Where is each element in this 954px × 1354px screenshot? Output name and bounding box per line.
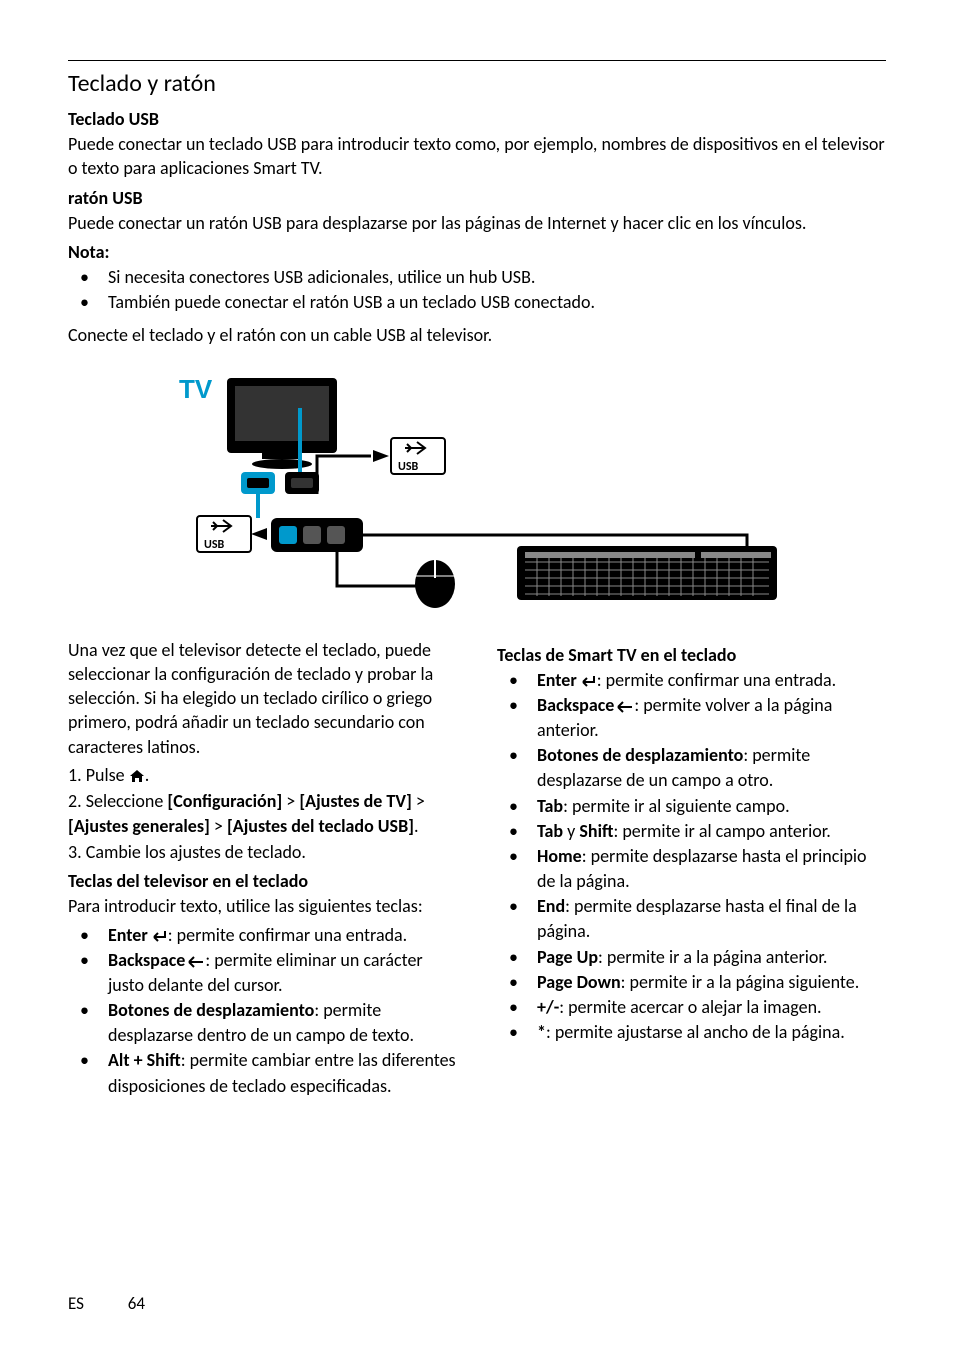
top-rule bbox=[68, 60, 886, 61]
step2-gt1: > bbox=[282, 790, 299, 812]
key-desc: : permite desplazarse hasta el final de … bbox=[537, 895, 857, 942]
enter-icon bbox=[577, 674, 597, 688]
key-desc: : permite ir al siguiente campo. bbox=[563, 795, 790, 817]
key-name: Page Up bbox=[537, 946, 598, 968]
key-item: Tab: permite ir al siguiente campo. bbox=[497, 794, 886, 819]
usb-hub-left: USB bbox=[197, 516, 251, 552]
step1-post: . bbox=[145, 764, 150, 786]
key-desc: : permite ir a la página siguiente. bbox=[621, 971, 860, 993]
keyboard-icon bbox=[517, 546, 777, 600]
key-name: Alt + Shift bbox=[108, 1049, 181, 1071]
arrow-left-icon bbox=[373, 450, 389, 462]
key-item: Backspace: permite volver a la página an… bbox=[497, 693, 886, 743]
tv-keys-intro: Para introducir texto, utilice las sigui… bbox=[68, 894, 457, 918]
step2-pre: 2. Seleccione bbox=[68, 790, 167, 812]
sub2-title: ratón USB bbox=[68, 187, 886, 209]
key-desc: : permite ajustarse al ancho de la págin… bbox=[546, 1021, 845, 1043]
key-desc: : permite confirmar una entrada. bbox=[168, 924, 407, 946]
step2-b4: [Ajustes del teclado USB] bbox=[227, 815, 414, 837]
key-item: Botones de desplazamiento: permite despl… bbox=[497, 743, 886, 793]
usb-label-top: USB bbox=[391, 438, 445, 474]
home-icon bbox=[129, 769, 145, 783]
connect-text: Conecte el teclado y el ratón con un cab… bbox=[68, 323, 886, 347]
nota-item: También puede conectar el ratón USB a un… bbox=[68, 290, 886, 315]
connection-diagram: TV USB USB bbox=[167, 368, 787, 608]
tv-keys-list: Enter: permite confirmar una entrada.Bac… bbox=[68, 923, 457, 1099]
svg-text:USB: USB bbox=[204, 538, 225, 552]
key-item: +/-: permite acercar o alejar la imagen. bbox=[497, 995, 886, 1020]
key-item: Page Up: permite ir a la página anterior… bbox=[497, 945, 886, 970]
right-column: Teclas de Smart TV en el teclado Enter : … bbox=[497, 638, 886, 1107]
footer-page: 64 bbox=[128, 1293, 145, 1314]
nota-list: Si necesita conectores USB adicionales, … bbox=[68, 265, 886, 315]
key-desc: : permite ir a la página anterior. bbox=[598, 946, 827, 968]
key-name: Tab bbox=[537, 820, 563, 842]
step2-gt3: > bbox=[210, 815, 227, 837]
key-desc: : permite desplazarse hasta el principio… bbox=[537, 845, 867, 892]
key-name: End bbox=[537, 895, 565, 917]
key-item: End: permite desplazarse hasta el final … bbox=[497, 894, 886, 944]
key-name: Botones de desplazamiento bbox=[108, 999, 314, 1021]
key-item: Botones de desplazamiento: permite despl… bbox=[68, 998, 457, 1048]
key-item: Home: permite desplazarse hasta el princ… bbox=[497, 844, 886, 894]
key-desc: : permite acercar o alejar la imagen. bbox=[559, 996, 821, 1018]
step2-b2: [Ajustes de TV] bbox=[299, 790, 412, 812]
st-keys-title: Teclas de Smart TV en el teclado bbox=[497, 644, 886, 666]
tv-label-icon: TV bbox=[179, 374, 213, 404]
key-item: *: permite ajustarse al ancho de la pági… bbox=[497, 1020, 886, 1045]
key-item: Page Down: permite ir a la página siguie… bbox=[497, 970, 886, 995]
back-arrow-icon bbox=[614, 701, 634, 713]
key-item: Enter : permite confirmar una entrada. bbox=[68, 923, 457, 948]
step2-b3: [Ajustes generales] bbox=[68, 815, 210, 837]
left-intro: Una vez que el televisor detecte el tecl… bbox=[68, 638, 457, 759]
sub1-text: Puede conectar un teclado USB para intro… bbox=[68, 132, 886, 181]
step2-gt2: > bbox=[412, 790, 425, 812]
section-title: Teclado y ratón bbox=[68, 69, 886, 98]
key-item: Alt + Shift: permite cambiar entre las d… bbox=[68, 1048, 457, 1098]
svg-text:USB: USB bbox=[398, 460, 419, 474]
nota-title: Nota: bbox=[68, 241, 886, 263]
sub1-title: Teclado USB bbox=[68, 108, 886, 130]
key-name: Botones de desplazamiento bbox=[537, 744, 743, 766]
left-column: Una vez que el televisor detecte el tecl… bbox=[68, 638, 457, 1107]
key-name: Enter bbox=[537, 669, 577, 691]
step2-b1: [Configuración] bbox=[167, 790, 282, 812]
step3: 3. Cambie los ajustes de teclado. bbox=[68, 840, 457, 864]
key-name: +/- bbox=[537, 996, 559, 1018]
step2-post: . bbox=[414, 815, 419, 837]
nota-item: Si necesita conectores USB adicionales, … bbox=[68, 265, 886, 290]
footer-lang: ES bbox=[68, 1293, 84, 1314]
key-name: Tab bbox=[537, 795, 563, 817]
step1-pre: 1. Pulse bbox=[68, 764, 129, 786]
key-desc: : permite confirmar una entrada. bbox=[597, 669, 836, 691]
tv-keys-title: Teclas del televisor en el teclado bbox=[68, 870, 457, 892]
key-name: Page Down bbox=[537, 971, 621, 993]
diagram-container: TV USB USB bbox=[68, 368, 886, 608]
key-item: Backspace: permite eliminar un carácter … bbox=[68, 948, 457, 998]
key-name: Enter bbox=[108, 924, 148, 946]
step1: 1. Pulse . bbox=[68, 763, 457, 787]
enter-icon bbox=[148, 929, 168, 943]
page-footer: ES 64 bbox=[68, 1293, 145, 1314]
step2: 2. Seleccione [Configuración] > [Ajustes… bbox=[68, 789, 457, 838]
key-name: Backspace bbox=[537, 694, 614, 716]
st-keys-list: Enter: permite confirmar una entrada.Bac… bbox=[497, 668, 886, 1046]
key-name: Home bbox=[537, 845, 582, 867]
arrow-right-icon bbox=[251, 528, 267, 540]
key-item: Tab y Shift: permite ir al campo anterio… bbox=[497, 819, 886, 844]
key-name: * bbox=[537, 1021, 546, 1043]
key-name: Backspace bbox=[108, 949, 185, 971]
key-name2: Shift bbox=[579, 820, 613, 842]
key-mid: y bbox=[563, 820, 579, 842]
back-arrow-icon bbox=[185, 956, 205, 968]
sub2-text: Puede conectar un ratón USB para desplaz… bbox=[68, 211, 886, 235]
key-item: Enter : permite confirmar una entrada. bbox=[497, 668, 886, 693]
mouse-icon bbox=[415, 560, 455, 608]
key-desc: : permite ir al campo anterior. bbox=[613, 820, 830, 842]
